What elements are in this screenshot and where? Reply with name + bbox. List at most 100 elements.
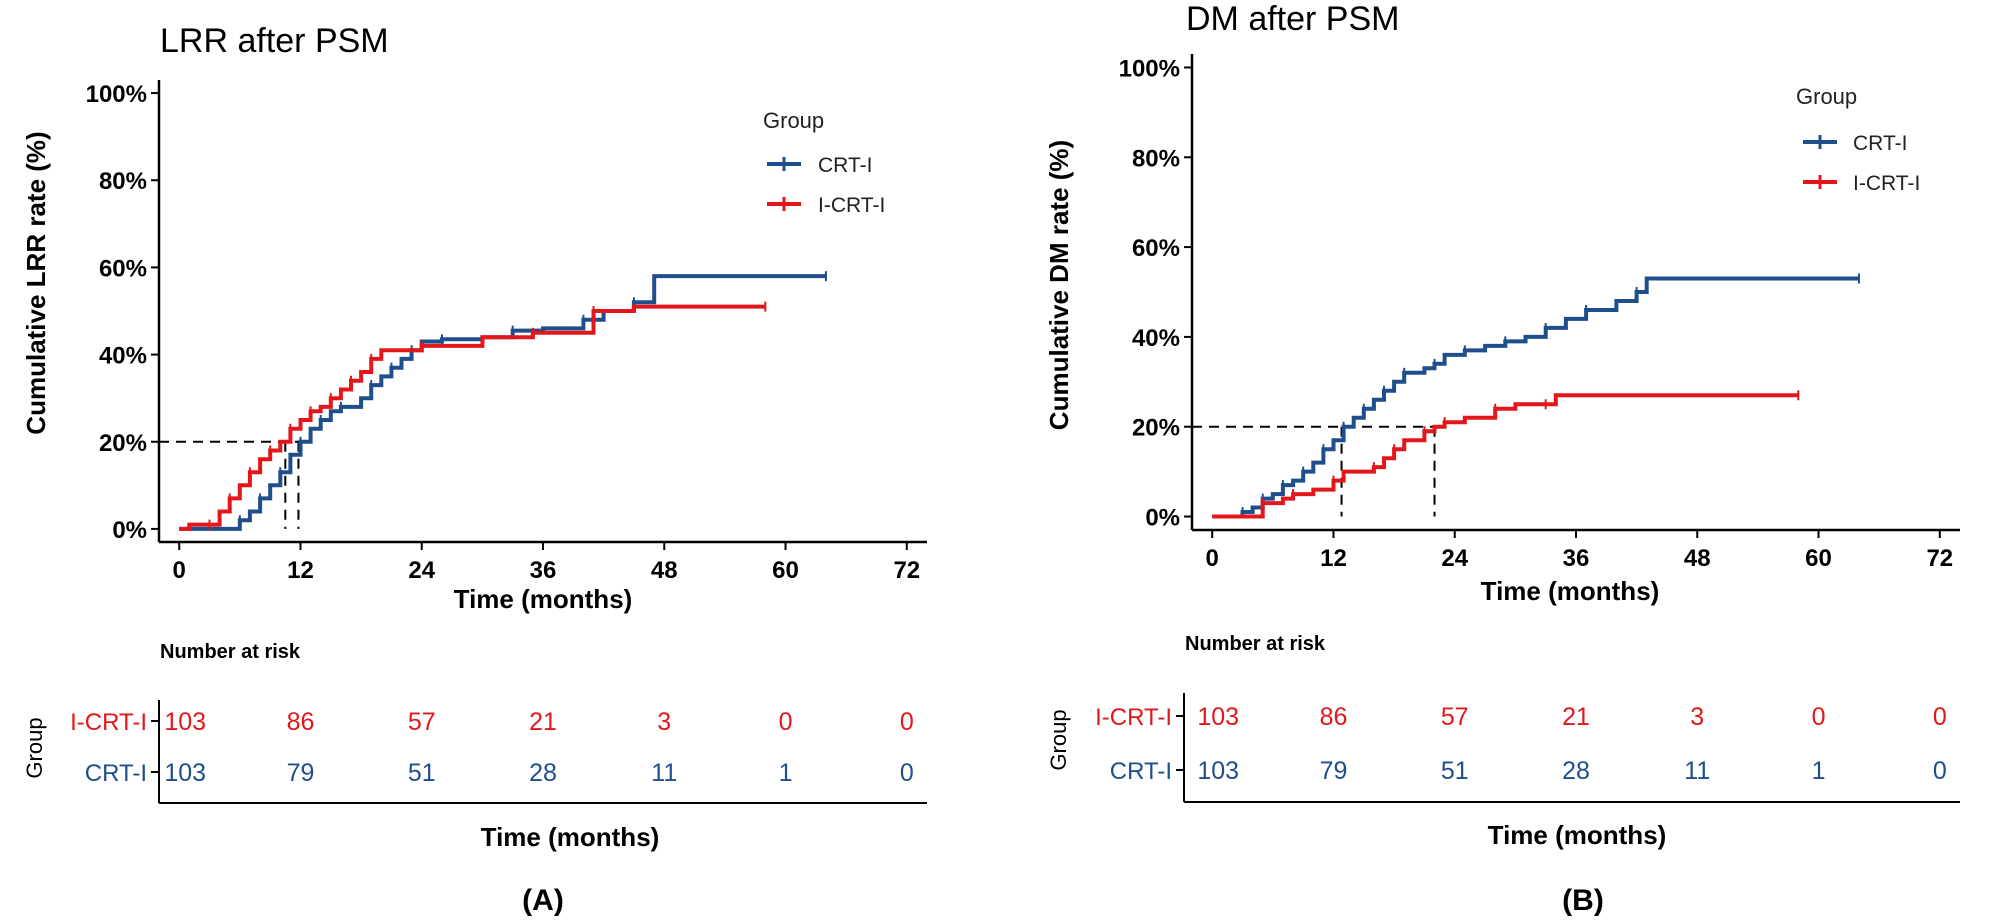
risk-cell-i-crt-i-48: 3 <box>657 708 671 736</box>
risk-cell-i-crt-i-12: 86 <box>1320 703 1348 731</box>
y-axis-title-a: Cumulative LRR rate (%) <box>21 131 51 434</box>
risk-cell-crt-i-72: 0 <box>900 759 914 787</box>
risk-table-title-a: Number at risk <box>160 641 301 663</box>
risk-cell-crt-i-36: 28 <box>1562 757 1590 785</box>
risk-cell-crt-i-24: 51 <box>408 759 436 787</box>
chart-title-a: LRR after PSM <box>160 22 389 60</box>
legend-label-i-crt-i-a: I-CRT-I <box>818 194 885 217</box>
risk-cell-crt-i-0: 103 <box>164 759 206 787</box>
risk-cell-i-crt-i-0: 103 <box>1197 703 1239 731</box>
risk-cell-i-crt-i-12: 86 <box>287 708 315 736</box>
legend-label-crt-i-a: CRT-I <box>818 154 872 177</box>
x-tick-label-60: 60 <box>772 557 799 584</box>
x-axis-title-b: Time (months) <box>1481 576 1660 606</box>
risk-row-label-crt-i-b: CRT-I <box>1110 758 1172 785</box>
risk-row-label-i-crt-i-a: I-CRT-I <box>70 709 147 736</box>
risk-cell-crt-i-12: 79 <box>1320 757 1348 785</box>
x-tick-label-36: 36 <box>1563 545 1590 572</box>
y-tick-label-80: 80% <box>99 168 147 195</box>
legend-a: Group CRT-I I-CRT-I <box>763 108 885 217</box>
y-tick-label-60: 60% <box>99 255 147 282</box>
risk-cell-i-crt-i-24: 57 <box>1441 703 1469 731</box>
axis-ticks-a: 0% 20% 40% 60% 80% 100% 0 12 24 36 48 60 72 <box>86 81 921 584</box>
x-tick-label-48: 48 <box>651 557 678 584</box>
risk-cell-i-crt-i-48: 3 <box>1690 703 1704 731</box>
series-line-crt-i <box>179 274 826 531</box>
x-tick-label-72: 72 <box>1926 545 1953 572</box>
risk-cell-i-crt-i-24: 57 <box>408 708 436 736</box>
legend-b: Group CRT-I I-CRT-I <box>1796 84 1920 195</box>
y-tick-label-40: 40% <box>1132 325 1180 352</box>
risk-table-group-label-b: Group <box>1046 709 1071 770</box>
risk-cell-crt-i-12: 79 <box>287 759 315 787</box>
risk-table-b: Number at risk Group I-CRT-I CRT-I 103 86… <box>1046 633 1960 850</box>
chart-title-b: DM after PSM <box>1186 0 1399 38</box>
series-line-i-crt-i <box>179 304 766 531</box>
risk-table-title-b: Number at risk <box>1185 633 1326 655</box>
y-axis-title-b: Cumulative DM rate (%) <box>1044 140 1074 430</box>
reference-lines-a <box>159 440 300 529</box>
series-group-b <box>1212 273 1860 519</box>
risk-table-xlabel-a: Time (months) <box>481 822 660 852</box>
risk-cell-crt-i-48: 11 <box>1684 757 1710 785</box>
x-tick-label-24: 24 <box>408 557 435 584</box>
x-tick-label-36: 36 <box>530 557 557 584</box>
x-tick-label-24: 24 <box>1441 545 1468 572</box>
risk-cell-crt-i-72: 0 <box>1933 757 1947 785</box>
y-tick-label-100: 100% <box>86 81 147 108</box>
x-tick-label-48: 48 <box>1684 545 1711 572</box>
risk-row-label-i-crt-i-b: I-CRT-I <box>1095 704 1172 731</box>
series-line-i-crt-i <box>1212 393 1799 519</box>
x-tick-label-72: 72 <box>893 557 920 584</box>
legend-label-i-crt-i-b: I-CRT-I <box>1853 172 1920 195</box>
y-tick-label-0: 0% <box>112 517 147 544</box>
risk-cell-crt-i-24: 51 <box>1441 757 1469 785</box>
y-tick-label-100: 100% <box>1119 55 1180 82</box>
x-tick-label-12: 12 <box>1320 545 1347 572</box>
risk-cell-i-crt-i-0: 103 <box>164 708 206 736</box>
panel-label-b: (B) <box>1562 884 1604 917</box>
x-tick-label-0: 0 <box>173 557 186 584</box>
x-tick-label-0: 0 <box>1206 545 1219 572</box>
y-tick-label-20: 20% <box>99 430 147 457</box>
y-tick-label-60: 60% <box>1132 235 1180 262</box>
risk-cell-crt-i-48: 11 <box>651 759 677 787</box>
risk-table-a: Number at risk Group I-CRT-I CRT-I 103 86… <box>22 641 927 852</box>
x-axis-title-a: Time (months) <box>454 584 633 614</box>
risk-table-group-label-a: Group <box>22 717 47 778</box>
legend-title-a: Group <box>763 108 824 133</box>
risk-cell-i-crt-i-60: 0 <box>1812 703 1826 731</box>
risk-cell-crt-i-0: 103 <box>1197 757 1239 785</box>
panel-a-lrr: LRR after PSM Cumulative LRR rate (%) Ti… <box>21 22 927 917</box>
risk-cell-i-crt-i-72: 0 <box>1933 703 1947 731</box>
legend-item-i-crt-i-a: I-CRT-I <box>767 194 885 217</box>
panel-b-dm: DM after PSM Cumulative DM rate (%) Time… <box>1044 0 1960 917</box>
risk-cell-crt-i-36: 28 <box>529 759 557 787</box>
risk-cell-crt-i-60: 1 <box>1812 757 1826 785</box>
y-tick-label-0: 0% <box>1145 505 1180 532</box>
legend-item-crt-i-a: CRT-I <box>767 154 872 177</box>
x-tick-label-12: 12 <box>287 557 314 584</box>
series-group-a <box>179 271 827 531</box>
risk-cell-i-crt-i-36: 21 <box>1562 703 1590 731</box>
risk-row-label-crt-i-a: CRT-I <box>85 760 147 787</box>
reference-lines-b <box>1192 425 1436 517</box>
risk-cell-crt-i-60: 1 <box>779 759 793 787</box>
y-tick-label-80: 80% <box>1132 145 1180 172</box>
legend-label-crt-i-b: CRT-I <box>1853 132 1907 155</box>
legend-title-b: Group <box>1796 84 1857 109</box>
risk-table-xlabel-b: Time (months) <box>1488 820 1667 850</box>
y-tick-label-40: 40% <box>99 343 147 370</box>
risk-cell-i-crt-i-60: 0 <box>779 708 793 736</box>
risk-cell-i-crt-i-72: 0 <box>900 708 914 736</box>
risk-cell-i-crt-i-36: 21 <box>529 708 557 736</box>
panel-label-a: (A) <box>522 884 564 917</box>
y-tick-label-20: 20% <box>1132 415 1180 442</box>
axis-ticks-b: 0% 20% 40% 60% 80% 100% 0 12 24 36 48 60 72 <box>1119 55 1954 572</box>
x-tick-label-60: 60 <box>1805 545 1832 572</box>
legend-item-i-crt-i-b: I-CRT-I <box>1803 172 1920 195</box>
legend-item-crt-i-b: CRT-I <box>1803 132 1907 155</box>
